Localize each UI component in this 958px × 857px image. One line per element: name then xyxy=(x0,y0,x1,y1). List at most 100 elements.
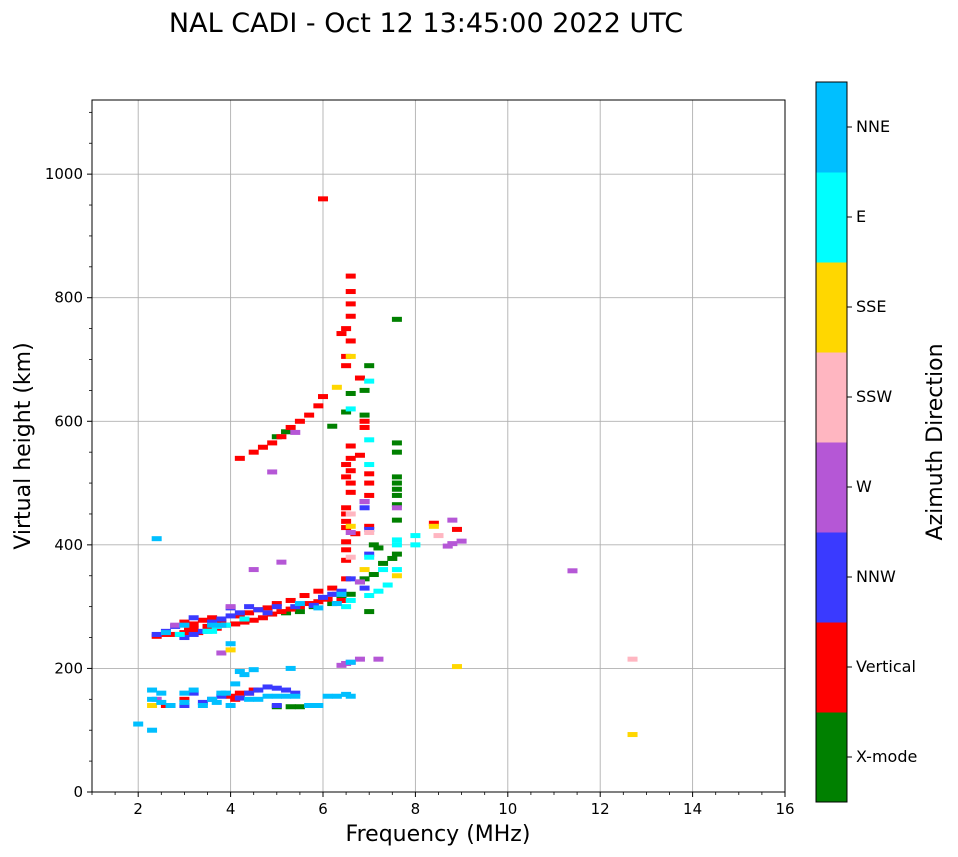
data-point xyxy=(179,696,190,702)
data-point xyxy=(220,690,231,696)
data-point xyxy=(627,732,638,738)
data-point xyxy=(290,690,301,696)
y-tick-label: 600 xyxy=(54,412,83,430)
data-point xyxy=(345,313,356,319)
data-point xyxy=(364,480,375,486)
data-point xyxy=(327,423,338,429)
colorbar-label: NNE xyxy=(856,117,890,136)
y-tick-label: 400 xyxy=(54,536,83,554)
data-point xyxy=(290,693,301,699)
data-point xyxy=(160,630,171,636)
data-point xyxy=(391,474,402,480)
data-point xyxy=(294,601,305,607)
data-point xyxy=(373,545,384,551)
data-point xyxy=(341,409,352,415)
data-point xyxy=(147,687,158,693)
data-point xyxy=(345,338,356,344)
data-point xyxy=(354,579,365,585)
azimuth-colorbar: X-mode Vertical NNW W SSW SSE E NNE xyxy=(815,81,917,803)
data-point xyxy=(345,406,356,412)
data-point xyxy=(345,597,356,603)
data-point xyxy=(364,609,375,615)
data-point xyxy=(364,551,375,557)
data-point xyxy=(207,619,218,625)
data-point xyxy=(345,554,356,560)
colorbar-segment xyxy=(816,352,847,443)
data-point xyxy=(364,523,375,529)
colorbar-segment xyxy=(816,172,847,263)
data-point xyxy=(244,690,255,696)
data-point xyxy=(345,468,356,474)
data-point xyxy=(197,617,208,623)
data-point xyxy=(336,591,347,597)
data-point xyxy=(373,656,384,662)
data-point xyxy=(225,613,236,619)
data-point xyxy=(188,690,199,696)
data-point xyxy=(285,665,296,671)
data-point xyxy=(391,440,402,446)
data-point xyxy=(359,505,370,511)
data-point xyxy=(267,440,278,446)
data-point xyxy=(359,585,370,591)
data-point xyxy=(234,610,245,616)
data-point xyxy=(364,530,375,535)
data-point xyxy=(318,196,328,202)
axis-ticks: 2 4 6 8 10 12 14 16 0 200 400 600 800 1000 xyxy=(45,111,795,818)
data-point xyxy=(345,511,356,517)
data-point xyxy=(179,635,190,641)
data-point xyxy=(341,474,352,480)
data-point xyxy=(368,542,379,548)
data-point xyxy=(211,699,222,705)
data-point xyxy=(442,543,453,549)
data-point xyxy=(341,363,352,369)
data-point xyxy=(156,690,167,696)
x-tick-label: 6 xyxy=(318,800,328,818)
x-tick-label: 8 xyxy=(411,800,421,818)
data-point xyxy=(147,727,158,733)
data-point xyxy=(447,517,458,523)
colorbar-label: NNW xyxy=(856,567,896,586)
data-point xyxy=(345,273,356,279)
colorbar-segment xyxy=(816,82,847,173)
data-point xyxy=(391,505,402,511)
data-point xyxy=(234,669,245,675)
data-point xyxy=(345,353,356,359)
data-point xyxy=(197,703,208,708)
data-point xyxy=(327,585,338,591)
colorbar-label: E xyxy=(856,207,866,226)
x-axis-label: Frequency (MHz) xyxy=(346,822,531,847)
data-point xyxy=(234,455,245,461)
data-point xyxy=(428,520,439,526)
x-tick-label: 16 xyxy=(775,800,794,818)
data-point xyxy=(364,378,375,384)
data-point xyxy=(341,326,352,332)
data-point xyxy=(345,289,356,295)
data-point xyxy=(345,443,356,449)
data-point xyxy=(179,619,190,625)
data-point xyxy=(188,621,199,627)
data-point xyxy=(276,434,287,440)
data-point xyxy=(230,681,241,687)
data-point xyxy=(391,449,402,455)
data-point xyxy=(382,582,393,588)
data-point xyxy=(262,693,273,699)
data-point xyxy=(281,693,292,699)
x-tick-label: 10 xyxy=(498,800,517,818)
data-point xyxy=(234,613,245,619)
data-point xyxy=(364,526,375,532)
data-point xyxy=(276,559,287,565)
colorbar-label: SSW xyxy=(856,387,892,406)
data-point xyxy=(364,593,375,599)
data-point xyxy=(331,384,342,390)
data-point xyxy=(322,693,333,699)
colorbar-label: X-mode xyxy=(856,747,917,766)
data-point xyxy=(179,699,190,705)
data-point xyxy=(216,622,227,628)
data-point xyxy=(271,604,282,610)
data-point xyxy=(313,605,324,611)
data-point xyxy=(234,690,245,696)
data-point xyxy=(271,685,282,691)
data-point xyxy=(391,567,402,573)
data-point xyxy=(244,696,255,702)
